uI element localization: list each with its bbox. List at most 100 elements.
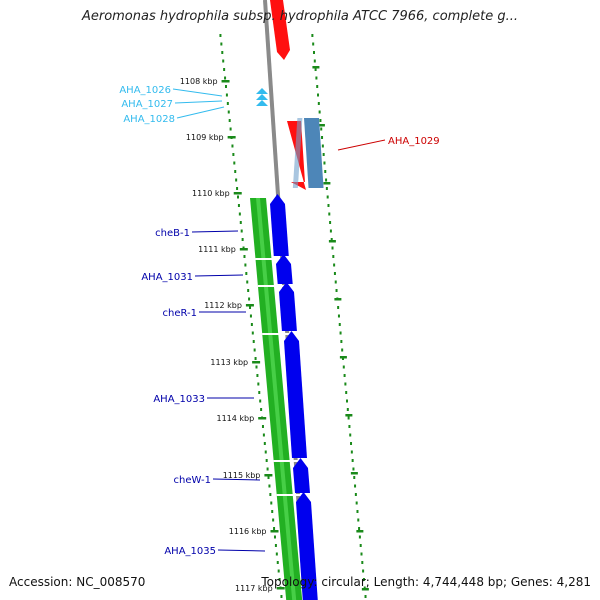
track-dot <box>322 153 325 156</box>
track-dash <box>350 472 358 475</box>
track-dot <box>335 289 338 292</box>
kbp-ticks: 1108 kbp 1109 kbp 1110 kbp 1111 kbp 1112 kbp… <box>180 77 285 593</box>
track-dot <box>355 501 358 505</box>
track-dot <box>319 119 322 122</box>
track-dash <box>356 530 364 533</box>
track-dot <box>357 518 360 522</box>
track-dot <box>275 552 278 556</box>
gene-label: cheB-1 <box>155 228 190 239</box>
track-dot <box>353 476 356 479</box>
track-dot <box>252 340 255 343</box>
track-dot <box>274 544 277 547</box>
kbp-tick-mark <box>270 530 279 533</box>
track-dot <box>248 297 251 301</box>
track-dot <box>266 467 269 471</box>
track-dot <box>313 59 316 63</box>
track-dash <box>312 66 320 69</box>
track-dot <box>258 391 261 394</box>
track-dash <box>323 182 331 185</box>
track-dot <box>237 195 240 199</box>
gene-label-leader <box>212 478 261 481</box>
track-dot <box>263 442 266 445</box>
track-dot <box>219 34 222 37</box>
green-separator <box>276 494 307 496</box>
kbp-tick-mark <box>245 304 254 307</box>
green-separator <box>273 460 304 462</box>
track-dot <box>273 527 276 530</box>
track-dot <box>325 187 328 190</box>
gene-label-leader <box>174 100 223 104</box>
track-dot <box>318 110 321 114</box>
track-dot <box>224 85 227 88</box>
track-dot <box>259 399 262 403</box>
kbp-tick-label: 1116 kbp <box>229 527 267 536</box>
track-dash <box>361 588 369 591</box>
track-dot <box>253 348 256 352</box>
track-dot <box>262 433 265 437</box>
track-dot <box>231 144 234 148</box>
kbp-tick-mark <box>227 136 236 139</box>
tick-dot-track <box>219 34 369 598</box>
rna-marker <box>256 100 268 106</box>
reverse-gene <box>279 282 297 331</box>
gene-label: AHA_1029 <box>388 136 440 147</box>
track-dot <box>317 93 320 97</box>
track-dot <box>321 136 324 139</box>
track-dot <box>237 204 240 207</box>
track-dot <box>278 578 281 581</box>
track-dot <box>358 535 361 539</box>
kbp-tick-label: 1115 kbp <box>223 471 261 480</box>
gene-label: cheW-1 <box>174 475 211 486</box>
track-dot <box>256 374 259 377</box>
forward-gene-top <box>270 0 290 60</box>
track-dot <box>362 569 365 573</box>
track-dot <box>269 493 272 496</box>
track-dot <box>226 102 229 105</box>
gene-label-leader <box>217 549 266 552</box>
track-dot <box>349 433 352 437</box>
gene-label-leader <box>176 106 225 119</box>
track-dot <box>244 263 247 267</box>
gene-label: cheR-1 <box>162 308 197 319</box>
kbp-tick-label: 1112 kbp <box>204 301 242 310</box>
track-dot <box>343 374 346 377</box>
track-dot <box>223 68 226 71</box>
kbp-tick-mark <box>233 192 242 195</box>
track-dot <box>358 527 361 530</box>
track-dot <box>325 178 328 182</box>
track-dot <box>321 144 324 148</box>
track-dot <box>225 93 228 97</box>
track-dot <box>354 493 357 496</box>
track-dot <box>354 484 357 488</box>
track-dot <box>342 365 345 369</box>
track-dot <box>330 238 333 241</box>
track-dot <box>315 76 318 80</box>
track-dot <box>228 119 231 122</box>
track-dot <box>273 535 276 539</box>
kbp-tick-mark <box>276 587 285 590</box>
kbp-tick-label: 1117 kbp <box>235 584 273 593</box>
track-dot <box>243 255 246 258</box>
reverse-gene <box>296 492 318 600</box>
gene-label-leader <box>172 88 223 97</box>
track-dot <box>324 170 327 173</box>
track-dot <box>346 408 349 411</box>
track-dot <box>257 382 260 386</box>
track-dot <box>347 416 350 420</box>
track-dot <box>240 229 243 233</box>
kbp-tick-mark <box>252 361 261 364</box>
rna-marker <box>256 88 268 94</box>
track-dot <box>224 76 227 80</box>
reverse-gene <box>284 331 307 458</box>
track-dot <box>350 442 353 445</box>
track-dot <box>241 238 244 241</box>
track-dot <box>327 204 330 207</box>
track-dot <box>337 306 340 309</box>
gene-label: AHA_1026 <box>119 85 171 96</box>
track-dot <box>361 561 364 564</box>
track-dot <box>235 178 238 182</box>
track-dot <box>320 127 323 131</box>
steel-gene-aha1029 <box>304 118 324 188</box>
green-separator <box>262 333 293 335</box>
